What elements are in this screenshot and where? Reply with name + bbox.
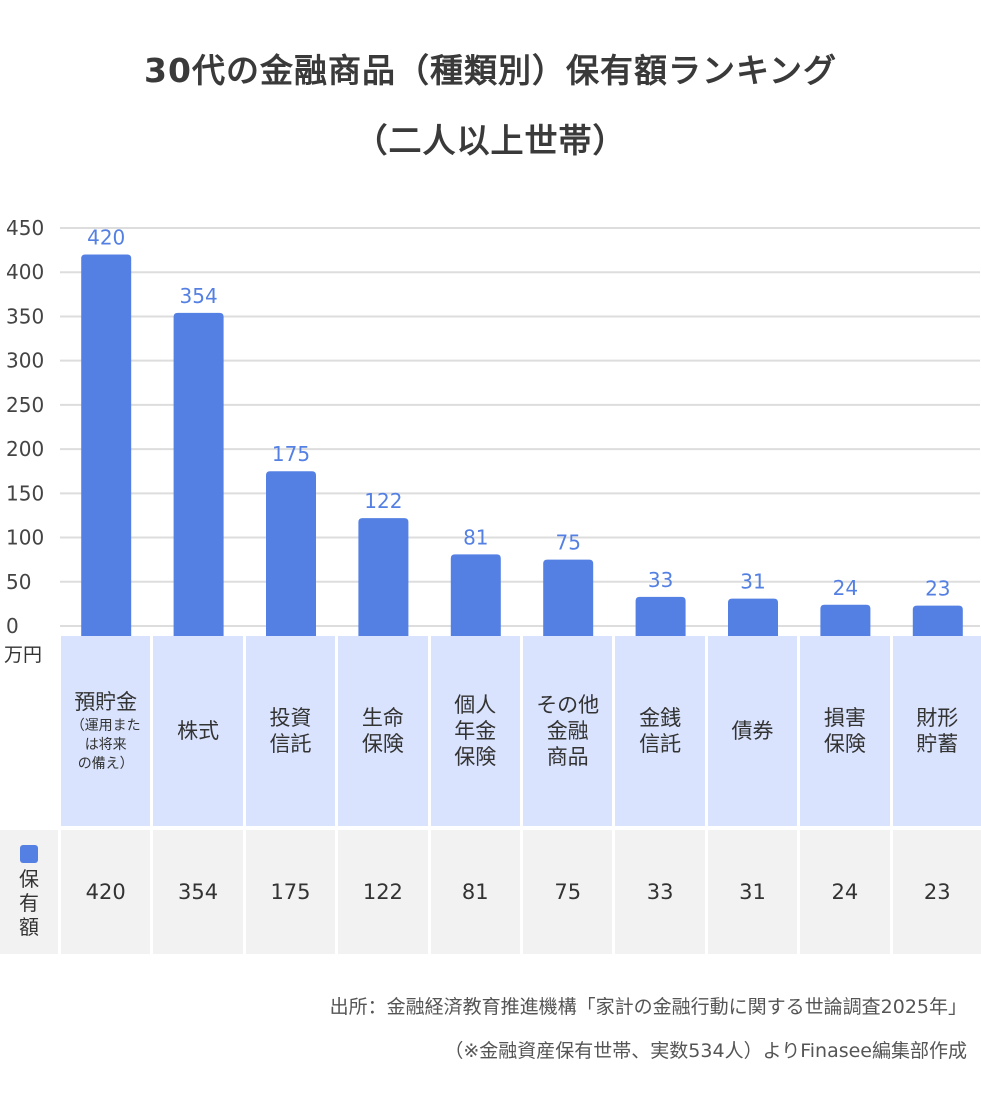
bar <box>173 312 224 636</box>
bar-value-label: 354 <box>180 284 218 308</box>
source-note: 出所：金融経済教育推進機構「家計の金融行動に関する世論調査2025年」 <box>329 996 967 1018</box>
bar <box>266 471 316 636</box>
category-label: 損害 保険 <box>823 706 866 756</box>
bar-value-label: 23 <box>925 577 950 601</box>
category-label: 個人 年金 保険 <box>454 693 497 769</box>
value-cell: 122 <box>338 830 428 954</box>
source-note-detail: （※金融資産保有世帯、実数534人）よりFinasee編集部作成 <box>444 1040 967 1062</box>
value-cell: 23 <box>892 830 981 954</box>
bar-chart: 0 50 100 150 200 250 300 350 400 450 420 354 175 122 8… <box>6 216 980 638</box>
category-cell: その他 金融 商品 <box>523 636 613 826</box>
bar-value-label: 24 <box>833 576 858 600</box>
chart-subtitle: （二人以上世帯） <box>354 121 627 160</box>
y-tick-label: 50 <box>6 570 31 594</box>
y-tick-label: 200 <box>6 437 44 461</box>
category-label: その他 金融 商品 <box>536 693 600 769</box>
value-cell: 175 <box>245 830 336 954</box>
y-tick-label: 0 <box>6 614 19 638</box>
bar-value-label: 81 <box>463 525 488 549</box>
bar <box>358 518 409 636</box>
bar-value-label: 122 <box>364 489 402 513</box>
category-cell: 株式 <box>153 636 243 826</box>
category-cell: 預貯金 （運用また は将来 の備え） <box>61 636 151 826</box>
category-label: 株式 <box>177 719 220 743</box>
bar <box>450 554 501 636</box>
category-cell: 生命 保険 <box>338 636 428 826</box>
value-cell: 75 <box>523 830 613 954</box>
bar <box>635 596 686 636</box>
bar <box>543 559 594 636</box>
bar <box>912 605 963 636</box>
legend-series-name: 保有額 <box>19 867 39 939</box>
category-note: （運用また は将来 の備え） <box>70 717 141 772</box>
y-tick-label: 100 <box>6 526 44 550</box>
value-cell: 354 <box>153 830 243 954</box>
category-cell: 財形 貯蓄 <box>892 636 981 826</box>
y-tick-label: 350 <box>6 304 44 328</box>
bar-value-label: 75 <box>555 531 580 555</box>
category-cell: 債券 <box>707 636 798 826</box>
value-cell: 24 <box>800 830 890 954</box>
bar-value-label: 31 <box>740 570 765 594</box>
y-tick-label: 450 <box>6 216 44 240</box>
y-tick-label: 250 <box>6 393 44 417</box>
y-tick-label: 400 <box>6 260 44 284</box>
category-label: 投資 信託 <box>269 706 312 756</box>
unit-label: 万円 <box>4 644 43 666</box>
category-cell: 損害 保険 <box>800 636 890 826</box>
category-label: 預貯金 <box>74 689 138 714</box>
bar-value-label: 33 <box>648 568 673 592</box>
value-cell: 31 <box>707 830 798 954</box>
chart-title: 30代の金融商品（種類別）保有額ランキング <box>144 51 837 90</box>
y-tick-label: 150 <box>6 481 44 505</box>
bar-value-label: 175 <box>272 442 310 466</box>
bar <box>820 604 871 636</box>
y-tick-label: 300 <box>6 349 44 373</box>
category-label: 金銭 信託 <box>639 706 682 756</box>
category-cell: 投資 信託 <box>245 636 336 826</box>
bar <box>728 598 778 636</box>
category-label: 財形 貯蓄 <box>916 706 959 756</box>
category-cell: 個人 年金 保険 <box>430 636 520 826</box>
legend-swatch <box>20 845 38 863</box>
bar-value-label: 420 <box>87 226 125 250</box>
legend: 保有額 <box>0 830 58 954</box>
value-cell: 33 <box>615 830 705 954</box>
category-label: 債券 <box>731 719 774 743</box>
category-label: 生命 保険 <box>361 706 404 756</box>
category-cell: 金銭 信託 <box>615 636 705 826</box>
value-cell: 81 <box>430 830 520 954</box>
bar <box>81 254 132 637</box>
value-cell: 420 <box>61 830 151 954</box>
